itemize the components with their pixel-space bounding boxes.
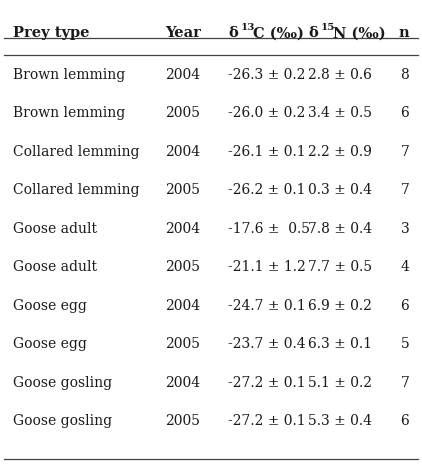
Text: Collared lemming: Collared lemming [13,145,139,159]
Text: 2004: 2004 [165,222,200,236]
Text: -26.3 ± 0.2: -26.3 ± 0.2 [228,68,305,82]
Text: 6.9 ± 0.2: 6.9 ± 0.2 [308,299,372,313]
Text: Brown lemming: Brown lemming [13,106,125,121]
Text: Prey type: Prey type [13,26,89,40]
Text: Goose egg: Goose egg [13,337,87,351]
Text: 15: 15 [321,23,335,32]
Text: δ: δ [228,26,238,40]
Text: 6: 6 [400,414,409,428]
Text: 2004: 2004 [165,68,200,82]
Text: -27.2 ± 0.1: -27.2 ± 0.1 [228,414,306,428]
Text: 8: 8 [400,68,409,82]
Text: 7: 7 [400,183,409,197]
Text: Goose adult: Goose adult [13,260,97,274]
Text: 5.3 ± 0.4: 5.3 ± 0.4 [308,414,372,428]
Text: Collared lemming: Collared lemming [13,183,139,197]
Text: 2005: 2005 [165,183,200,197]
Text: N (‰): N (‰) [333,26,386,40]
Text: 2005: 2005 [165,260,200,274]
Text: -17.6 ±  0.5: -17.6 ± 0.5 [228,222,310,236]
Text: 5.1 ± 0.2: 5.1 ± 0.2 [308,376,372,390]
Text: 2004: 2004 [165,299,200,313]
Text: 0.3 ± 0.4: 0.3 ± 0.4 [308,183,372,197]
Text: Goose gosling: Goose gosling [13,376,112,390]
Text: Goose adult: Goose adult [13,222,97,236]
Text: 6: 6 [400,106,409,121]
Text: n: n [399,26,409,40]
Text: -23.7 ± 0.4: -23.7 ± 0.4 [228,337,306,351]
Text: 6.3 ± 0.1: 6.3 ± 0.1 [308,337,372,351]
Text: 2004: 2004 [165,376,200,390]
Text: 3.4 ± 0.5: 3.4 ± 0.5 [308,106,372,121]
Text: -26.1 ± 0.1: -26.1 ± 0.1 [228,145,306,159]
Text: 5: 5 [400,337,409,351]
Text: 7.7 ± 0.5: 7.7 ± 0.5 [308,260,372,274]
Text: δ: δ [308,26,318,40]
Text: C (‰): C (‰) [253,26,304,40]
Text: 6: 6 [400,299,409,313]
Text: 2005: 2005 [165,106,200,121]
Text: 7.8 ± 0.4: 7.8 ± 0.4 [308,222,372,236]
Text: 3: 3 [400,222,409,236]
Text: -24.7 ± 0.1: -24.7 ± 0.1 [228,299,306,313]
Text: -26.2 ± 0.1: -26.2 ± 0.1 [228,183,306,197]
Text: -26.0 ± 0.2: -26.0 ± 0.2 [228,106,305,121]
Text: 2005: 2005 [165,414,200,428]
Text: 7: 7 [400,376,409,390]
Text: Goose gosling: Goose gosling [13,414,112,428]
Text: Year: Year [165,26,200,40]
Text: 7: 7 [400,145,409,159]
Text: -27.2 ± 0.1: -27.2 ± 0.1 [228,376,306,390]
Text: 2.8 ± 0.6: 2.8 ± 0.6 [308,68,372,82]
Text: 2004: 2004 [165,145,200,159]
Text: Brown lemming: Brown lemming [13,68,125,82]
Text: -21.1 ± 1.2: -21.1 ± 1.2 [228,260,306,274]
Text: Goose egg: Goose egg [13,299,87,313]
Text: 4: 4 [400,260,409,274]
Text: 13: 13 [241,23,255,32]
Text: 2.2 ± 0.9: 2.2 ± 0.9 [308,145,372,159]
Text: 2005: 2005 [165,337,200,351]
